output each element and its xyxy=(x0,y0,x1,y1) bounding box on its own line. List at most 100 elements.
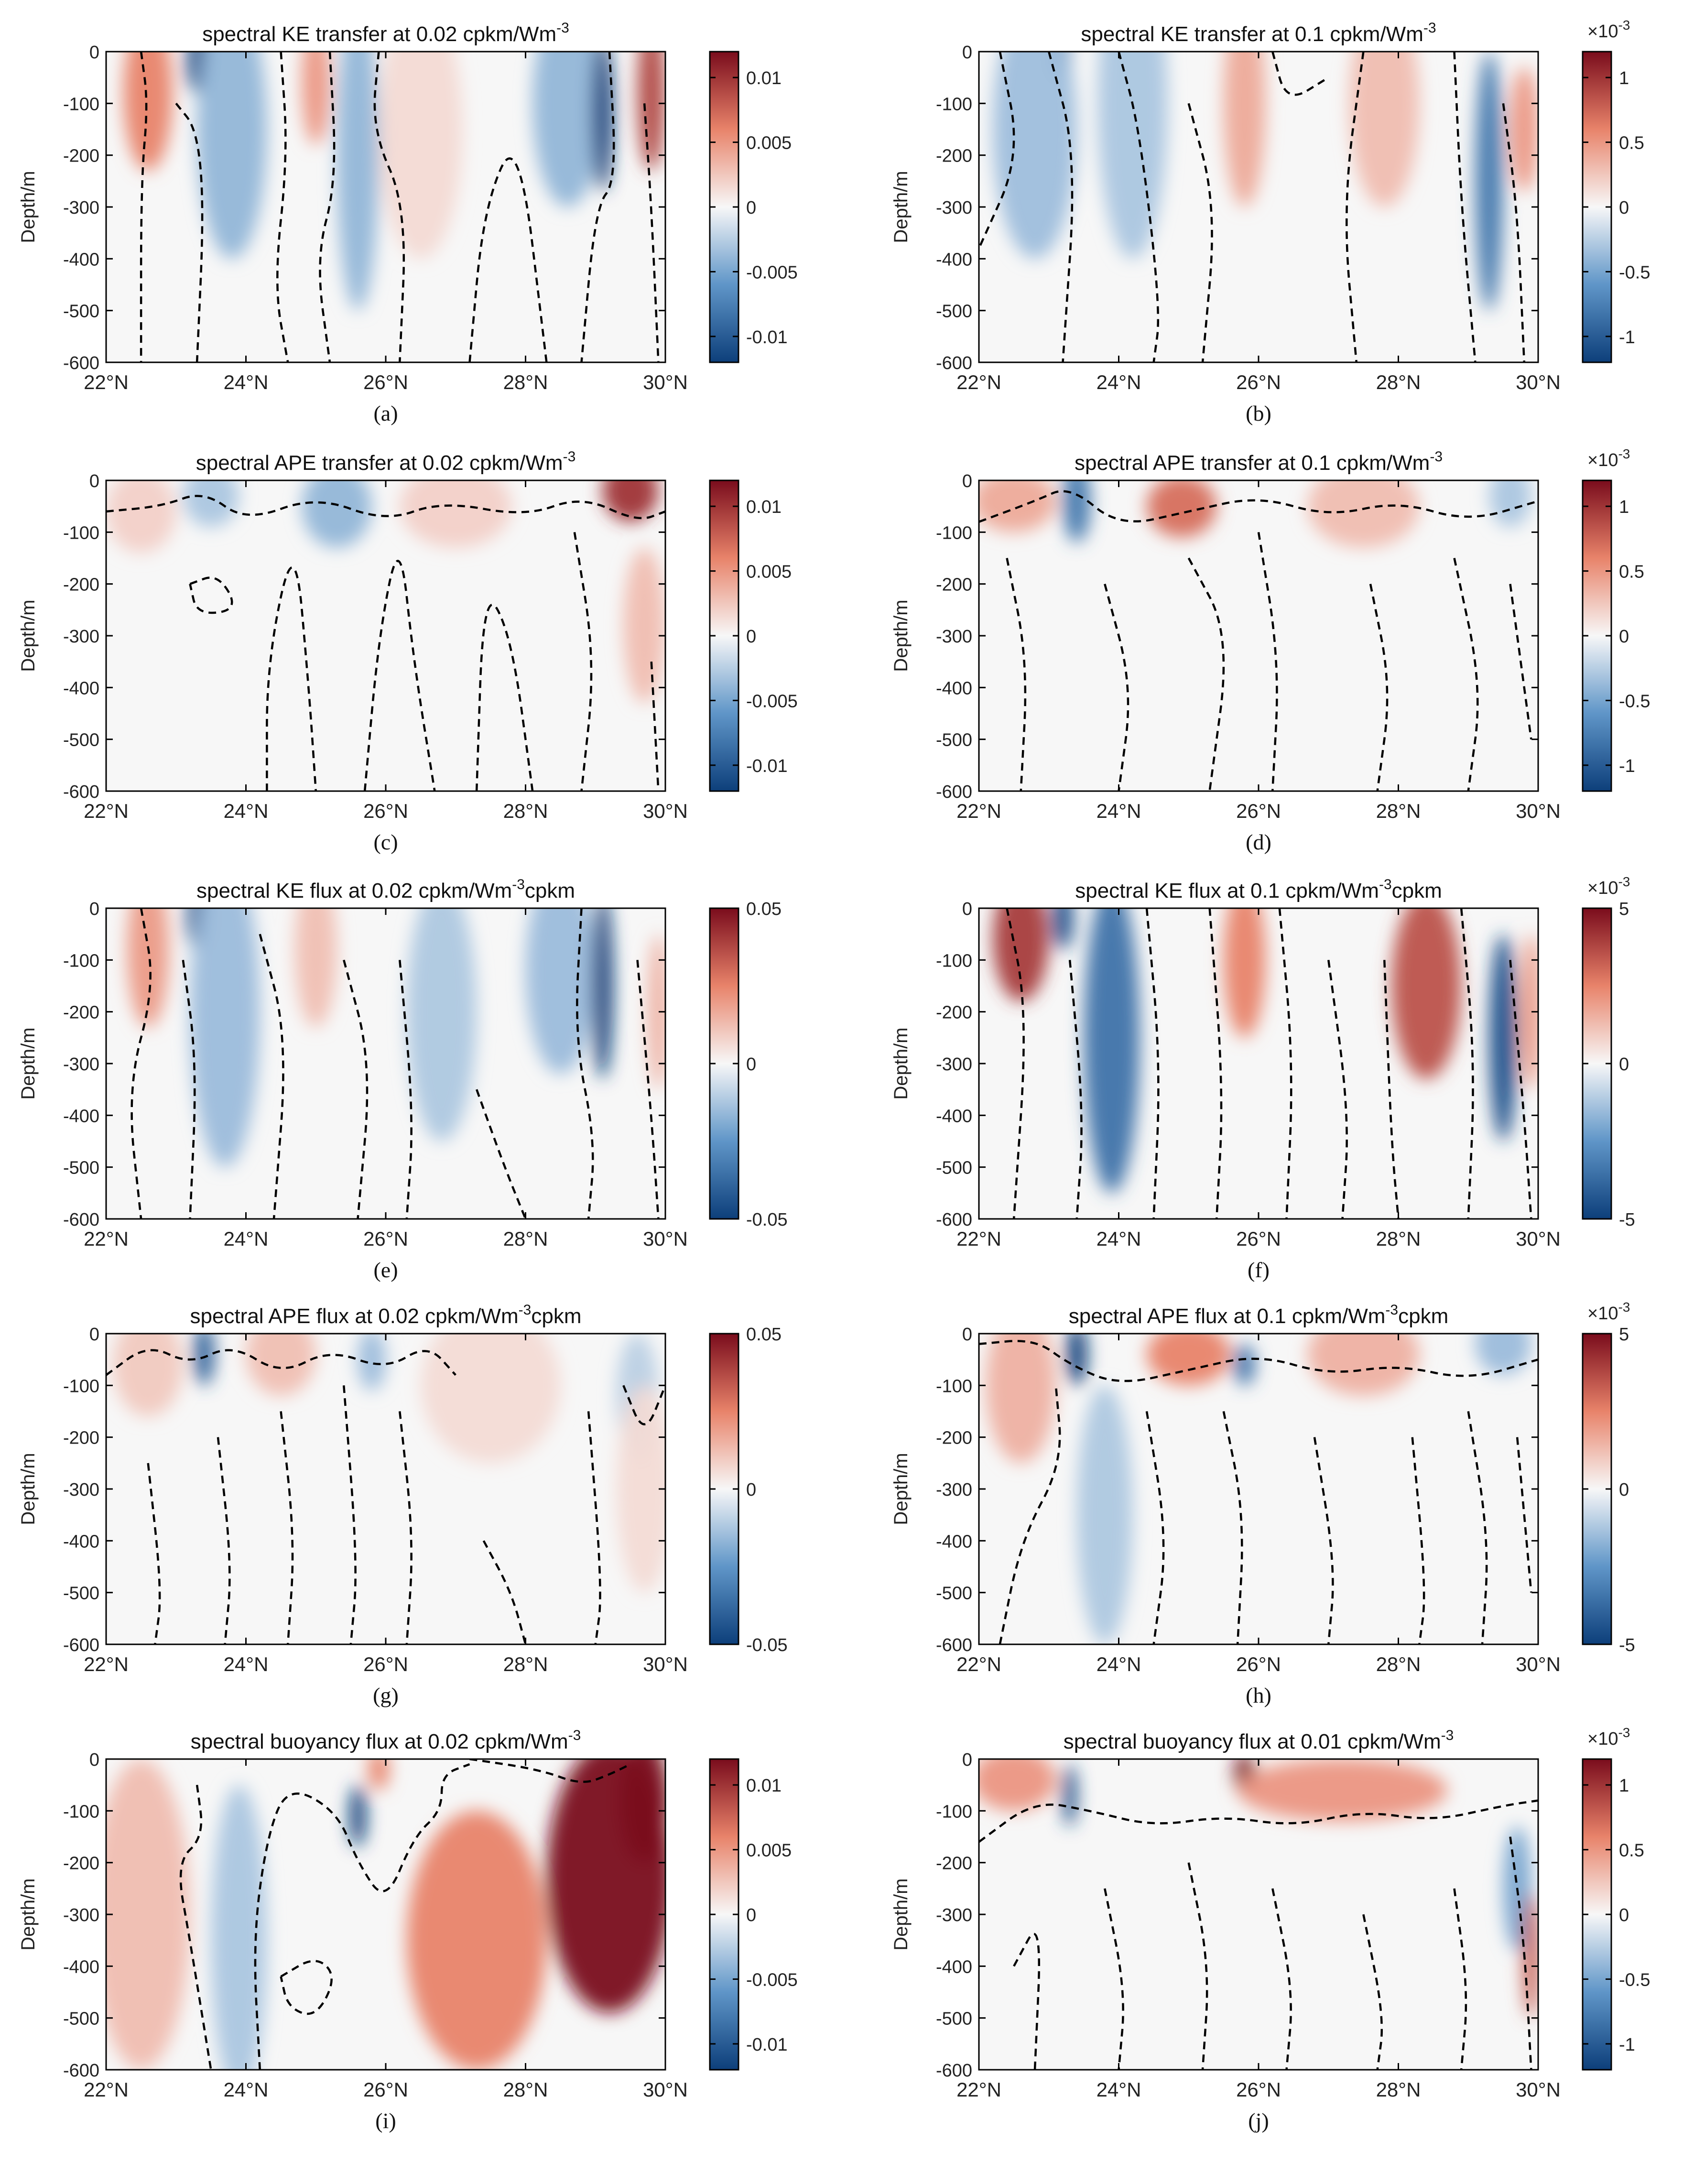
colorbar-tick-label: 0.05 xyxy=(746,899,782,919)
zero-contour-line xyxy=(1145,908,1160,1219)
field-feature xyxy=(1307,1334,1420,1396)
colorbar-tick-label: -0.5 xyxy=(1619,691,1650,711)
zero-contour-line xyxy=(1460,908,1474,1219)
y-tick-label: -500 xyxy=(63,1584,99,1604)
x-tick-label: 28°N xyxy=(503,371,548,393)
zero-contour-line xyxy=(979,1340,1538,1382)
field-background xyxy=(979,1334,1538,1644)
zero-contours xyxy=(979,52,1525,362)
zero-contour-line xyxy=(580,52,615,362)
zero-contour-line xyxy=(189,576,233,614)
zero-contour-line xyxy=(1145,1411,1165,1644)
y-tick-label: -300 xyxy=(936,1480,972,1500)
y-tick-label: -100 xyxy=(63,1376,99,1396)
zero-contour-line xyxy=(106,495,665,520)
y-tick-label: 0 xyxy=(962,1750,972,1770)
zero-contour-line xyxy=(650,662,660,791)
panel-caption: (d) xyxy=(1246,830,1271,854)
y-axis-label: Depth/m xyxy=(890,1878,912,1950)
field-feature xyxy=(1307,480,1420,548)
field-feature xyxy=(1084,908,1140,1193)
zero-contour-line xyxy=(106,1349,456,1376)
zero-contour-line xyxy=(254,1763,470,2070)
panel-caption: (h) xyxy=(1246,1683,1271,1707)
zero-contour-line xyxy=(140,52,148,362)
colorbar-tick-label: 0 xyxy=(1619,198,1629,218)
y-tick-label: -500 xyxy=(63,730,99,750)
y-tick-label: -600 xyxy=(63,782,99,802)
y-tick-label: -500 xyxy=(63,2009,99,2029)
zero-contour-line xyxy=(1502,103,1525,362)
zero-contour-line xyxy=(343,959,369,1219)
colorbar-tick-label: 0 xyxy=(746,627,756,647)
field-feature xyxy=(592,908,613,1079)
colorbar-tick-label: -1 xyxy=(1619,327,1635,348)
y-tick-label: -200 xyxy=(63,575,99,595)
y-tick-label: 0 xyxy=(962,1325,972,1345)
zero-contour-line xyxy=(182,960,196,1219)
panel-caption: (f) xyxy=(1248,1258,1270,1282)
x-tick-label: 26°N xyxy=(363,1653,408,1675)
field-feature xyxy=(1234,1344,1255,1386)
field-feature xyxy=(1349,52,1420,207)
field-feature xyxy=(1066,1334,1087,1386)
zero-contours xyxy=(130,908,660,1219)
zero-contour-line xyxy=(1271,1888,1292,2070)
zero-contour-line xyxy=(1118,52,1160,362)
zero-contour-line xyxy=(979,52,1015,249)
field-background xyxy=(106,480,665,791)
zero-contour-line xyxy=(179,1784,212,2070)
field-layer xyxy=(127,908,665,1167)
field-feature xyxy=(986,1334,1056,1463)
x-tick-label: 22°N xyxy=(956,1228,1001,1250)
x-tick-label: 26°N xyxy=(363,371,408,393)
field-feature xyxy=(1489,480,1531,527)
zero-contour-line xyxy=(1006,558,1027,791)
x-tick-label: 22°N xyxy=(84,371,129,393)
y-tick-label: -300 xyxy=(936,1054,972,1075)
zero-contour-line xyxy=(1346,52,1365,362)
colorbar-tick-label: 0.01 xyxy=(746,497,782,517)
field-feature xyxy=(648,934,665,1090)
zero-contour-line xyxy=(1104,1888,1124,2070)
y-tick-label: -500 xyxy=(936,2009,972,2029)
zero-contour-line xyxy=(1208,908,1223,1219)
y-axis-label: Depth/m xyxy=(890,1453,912,1525)
x-tick-label: 30°N xyxy=(1516,371,1561,393)
zero-contour-line xyxy=(1006,908,1025,1219)
x-tick-label: 28°N xyxy=(503,2078,548,2101)
y-tick-label: -500 xyxy=(936,1158,972,1178)
y-tick-label: 0 xyxy=(962,899,972,919)
zero-contours xyxy=(106,1349,665,1644)
zero-contour-line xyxy=(1453,558,1479,791)
x-tick-label: 28°N xyxy=(503,800,548,822)
field-feature xyxy=(294,908,337,1028)
x-tick-label: 26°N xyxy=(1236,1228,1281,1250)
field-feature xyxy=(1063,480,1091,543)
field-feature xyxy=(406,908,477,1141)
colorbar-tick-label: 0 xyxy=(1619,1905,1629,1925)
zero-contour-line xyxy=(636,960,660,1219)
zero-contour-line xyxy=(469,1759,631,1783)
x-tick-label: 24°N xyxy=(1097,371,1141,393)
x-tick-label: 24°N xyxy=(224,1653,269,1675)
y-tick-label: -600 xyxy=(63,1635,99,1655)
zero-contour-line xyxy=(587,1411,601,1644)
chart-title: spectral buoyancy flux at 0.02 cpkm/Wm-3 xyxy=(191,1728,581,1753)
colorbar-tick-label: 0.5 xyxy=(1619,562,1644,582)
colorbar-tick-label: -5 xyxy=(1619,1635,1635,1655)
colorbar-tick-label: 5 xyxy=(1619,1325,1629,1345)
field-feature xyxy=(400,480,512,548)
colorbar-tick-label: -1 xyxy=(1619,2035,1635,2055)
zero-contour-line xyxy=(1327,960,1348,1219)
field-layer xyxy=(986,1334,1531,1644)
zero-contour-line xyxy=(1453,52,1477,362)
y-tick-label: -600 xyxy=(936,353,972,373)
colorbar-tick-label: 1 xyxy=(1619,497,1629,517)
zero-contour-line xyxy=(1257,532,1278,791)
x-tick-label: 24°N xyxy=(224,2078,269,2101)
zero-contour-line xyxy=(1383,960,1400,1219)
y-tick-label: 0 xyxy=(89,43,99,63)
colorbar-tick-label: 1 xyxy=(1619,1776,1629,1796)
